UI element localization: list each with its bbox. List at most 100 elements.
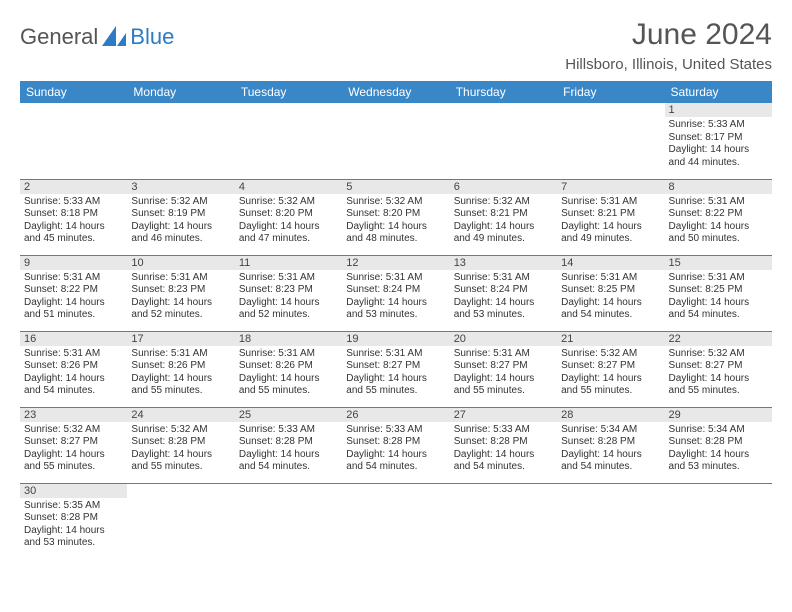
logo-sail-icon [102, 26, 128, 48]
day-number: 12 [342, 256, 449, 270]
day-number: 7 [557, 180, 664, 194]
calendar-cell [235, 103, 342, 179]
calendar-cell [342, 483, 449, 559]
day-content: Sunrise: 5:32 AMSunset: 8:27 PMDaylight:… [557, 346, 664, 400]
weekday-header: Friday [557, 81, 664, 103]
day-content: Sunrise: 5:33 AMSunset: 8:28 PMDaylight:… [342, 422, 449, 476]
calendar-cell: 13Sunrise: 5:31 AMSunset: 8:24 PMDayligh… [450, 255, 557, 331]
day-number: 3 [127, 180, 234, 194]
calendar-cell: 9Sunrise: 5:31 AMSunset: 8:22 PMDaylight… [20, 255, 127, 331]
day-number: 4 [235, 180, 342, 194]
calendar-cell: 25Sunrise: 5:33 AMSunset: 8:28 PMDayligh… [235, 407, 342, 483]
day-number: 1 [665, 103, 772, 117]
calendar-table: Sunday Monday Tuesday Wednesday Thursday… [20, 81, 772, 559]
day-content: Sunrise: 5:31 AMSunset: 8:23 PMDaylight:… [235, 270, 342, 324]
weekday-header-row: Sunday Monday Tuesday Wednesday Thursday… [20, 81, 772, 103]
day-content: Sunrise: 5:31 AMSunset: 8:26 PMDaylight:… [235, 346, 342, 400]
calendar-cell: 19Sunrise: 5:31 AMSunset: 8:27 PMDayligh… [342, 331, 449, 407]
calendar-cell: 12Sunrise: 5:31 AMSunset: 8:24 PMDayligh… [342, 255, 449, 331]
calendar-cell: 18Sunrise: 5:31 AMSunset: 8:26 PMDayligh… [235, 331, 342, 407]
header: General Blue June 2024 Hillsboro, Illino… [20, 18, 772, 73]
month-title: June 2024 [565, 18, 772, 52]
day-content: Sunrise: 5:32 AMSunset: 8:27 PMDaylight:… [20, 422, 127, 476]
day-number: 27 [450, 408, 557, 422]
weekday-header: Saturday [665, 81, 772, 103]
calendar-cell: 27Sunrise: 5:33 AMSunset: 8:28 PMDayligh… [450, 407, 557, 483]
calendar-cell: 1Sunrise: 5:33 AMSunset: 8:17 PMDaylight… [665, 103, 772, 179]
day-number: 6 [450, 180, 557, 194]
day-content: Sunrise: 5:31 AMSunset: 8:25 PMDaylight:… [665, 270, 772, 324]
calendar-cell: 22Sunrise: 5:32 AMSunset: 8:27 PMDayligh… [665, 331, 772, 407]
day-content: Sunrise: 5:35 AMSunset: 8:28 PMDaylight:… [20, 498, 127, 552]
day-number: 28 [557, 408, 664, 422]
calendar-cell [665, 483, 772, 559]
day-content: Sunrise: 5:31 AMSunset: 8:22 PMDaylight:… [665, 194, 772, 248]
day-content: Sunrise: 5:32 AMSunset: 8:20 PMDaylight:… [342, 194, 449, 248]
day-number: 2 [20, 180, 127, 194]
calendar-cell: 17Sunrise: 5:31 AMSunset: 8:26 PMDayligh… [127, 331, 234, 407]
day-content: Sunrise: 5:32 AMSunset: 8:21 PMDaylight:… [450, 194, 557, 248]
title-block: June 2024 Hillsboro, Illinois, United St… [565, 18, 772, 73]
day-content: Sunrise: 5:33 AMSunset: 8:17 PMDaylight:… [665, 117, 772, 171]
calendar-cell: 29Sunrise: 5:34 AMSunset: 8:28 PMDayligh… [665, 407, 772, 483]
day-number: 29 [665, 408, 772, 422]
calendar-cell [20, 103, 127, 179]
day-number: 9 [20, 256, 127, 270]
calendar-cell: 28Sunrise: 5:34 AMSunset: 8:28 PMDayligh… [557, 407, 664, 483]
day-content: Sunrise: 5:32 AMSunset: 8:20 PMDaylight:… [235, 194, 342, 248]
calendar-cell: 4Sunrise: 5:32 AMSunset: 8:20 PMDaylight… [235, 179, 342, 255]
day-content: Sunrise: 5:31 AMSunset: 8:21 PMDaylight:… [557, 194, 664, 248]
day-number: 30 [20, 484, 127, 498]
calendar-cell: 6Sunrise: 5:32 AMSunset: 8:21 PMDaylight… [450, 179, 557, 255]
day-number: 5 [342, 180, 449, 194]
calendar-cell [127, 483, 234, 559]
calendar-cell: 14Sunrise: 5:31 AMSunset: 8:25 PMDayligh… [557, 255, 664, 331]
day-content: Sunrise: 5:31 AMSunset: 8:25 PMDaylight:… [557, 270, 664, 324]
day-content: Sunrise: 5:34 AMSunset: 8:28 PMDaylight:… [557, 422, 664, 476]
calendar-cell: 24Sunrise: 5:32 AMSunset: 8:28 PMDayligh… [127, 407, 234, 483]
day-content: Sunrise: 5:31 AMSunset: 8:27 PMDaylight:… [450, 346, 557, 400]
logo-text-general: General [20, 24, 98, 50]
day-content: Sunrise: 5:33 AMSunset: 8:18 PMDaylight:… [20, 194, 127, 248]
calendar-cell: 11Sunrise: 5:31 AMSunset: 8:23 PMDayligh… [235, 255, 342, 331]
calendar-cell: 3Sunrise: 5:32 AMSunset: 8:19 PMDaylight… [127, 179, 234, 255]
day-content: Sunrise: 5:32 AMSunset: 8:27 PMDaylight:… [665, 346, 772, 400]
calendar-row: 2Sunrise: 5:33 AMSunset: 8:18 PMDaylight… [20, 179, 772, 255]
day-content: Sunrise: 5:31 AMSunset: 8:26 PMDaylight:… [20, 346, 127, 400]
calendar-cell [342, 103, 449, 179]
day-content: Sunrise: 5:33 AMSunset: 8:28 PMDaylight:… [235, 422, 342, 476]
day-number: 23 [20, 408, 127, 422]
calendar-cell: 15Sunrise: 5:31 AMSunset: 8:25 PMDayligh… [665, 255, 772, 331]
weekday-header: Thursday [450, 81, 557, 103]
calendar-cell: 26Sunrise: 5:33 AMSunset: 8:28 PMDayligh… [342, 407, 449, 483]
day-number: 15 [665, 256, 772, 270]
day-content: Sunrise: 5:31 AMSunset: 8:24 PMDaylight:… [450, 270, 557, 324]
calendar-row: 1Sunrise: 5:33 AMSunset: 8:17 PMDaylight… [20, 103, 772, 179]
logo: General Blue [20, 24, 174, 50]
calendar-cell: 7Sunrise: 5:31 AMSunset: 8:21 PMDaylight… [557, 179, 664, 255]
day-number: 10 [127, 256, 234, 270]
calendar-cell: 8Sunrise: 5:31 AMSunset: 8:22 PMDaylight… [665, 179, 772, 255]
day-content: Sunrise: 5:31 AMSunset: 8:24 PMDaylight:… [342, 270, 449, 324]
weekday-header: Wednesday [342, 81, 449, 103]
day-number: 11 [235, 256, 342, 270]
calendar-cell: 21Sunrise: 5:32 AMSunset: 8:27 PMDayligh… [557, 331, 664, 407]
day-content: Sunrise: 5:31 AMSunset: 8:23 PMDaylight:… [127, 270, 234, 324]
calendar-cell: 2Sunrise: 5:33 AMSunset: 8:18 PMDaylight… [20, 179, 127, 255]
calendar-row: 9Sunrise: 5:31 AMSunset: 8:22 PMDaylight… [20, 255, 772, 331]
day-number: 16 [20, 332, 127, 346]
day-content: Sunrise: 5:32 AMSunset: 8:19 PMDaylight:… [127, 194, 234, 248]
day-content: Sunrise: 5:31 AMSunset: 8:26 PMDaylight:… [127, 346, 234, 400]
calendar-row: 23Sunrise: 5:32 AMSunset: 8:27 PMDayligh… [20, 407, 772, 483]
day-number: 22 [665, 332, 772, 346]
calendar-cell [127, 103, 234, 179]
day-number: 24 [127, 408, 234, 422]
day-number: 20 [450, 332, 557, 346]
calendar-cell: 23Sunrise: 5:32 AMSunset: 8:27 PMDayligh… [20, 407, 127, 483]
day-number: 25 [235, 408, 342, 422]
calendar-cell [235, 483, 342, 559]
day-number: 21 [557, 332, 664, 346]
day-number: 13 [450, 256, 557, 270]
day-content: Sunrise: 5:31 AMSunset: 8:27 PMDaylight:… [342, 346, 449, 400]
logo-text-blue: Blue [130, 24, 174, 50]
